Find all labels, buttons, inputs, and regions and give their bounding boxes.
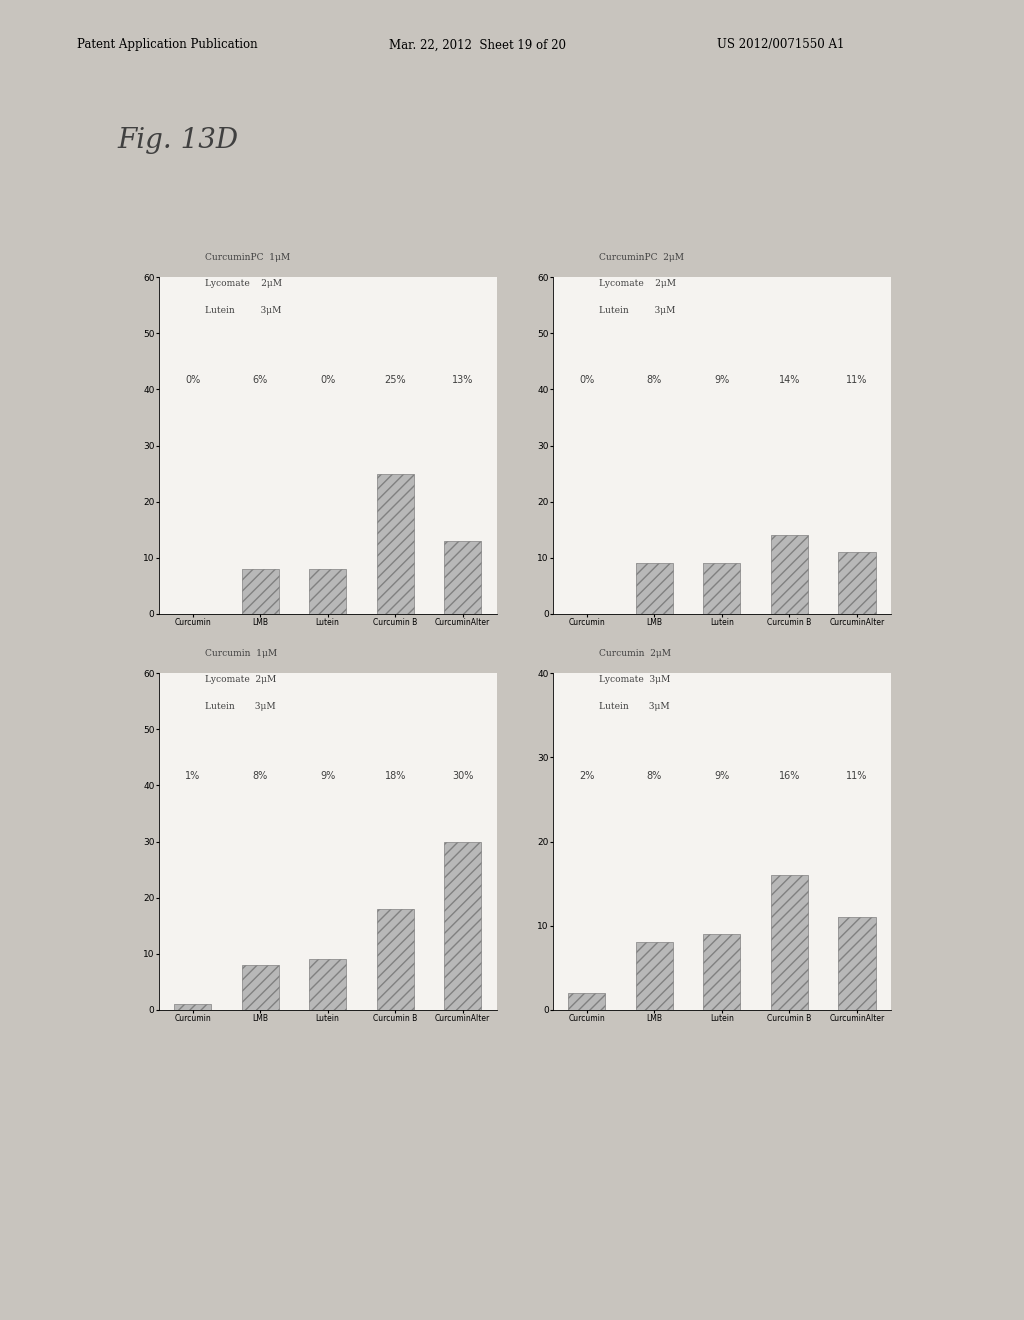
Text: 18%: 18%: [384, 771, 406, 781]
Text: 1%: 1%: [185, 771, 201, 781]
Bar: [568, 993, 605, 1010]
Text: CurcuminPC  2μM: CurcuminPC 2μM: [599, 253, 684, 263]
Bar: [377, 474, 414, 614]
Text: 11%: 11%: [846, 375, 867, 385]
Bar: [309, 569, 346, 614]
Text: Lycomate  2μM: Lycomate 2μM: [205, 676, 276, 685]
Bar: [444, 842, 481, 1010]
Text: Lycomate  3μM: Lycomate 3μM: [599, 676, 671, 685]
Text: 9%: 9%: [715, 771, 729, 781]
Bar: [636, 942, 673, 1010]
Bar: [839, 552, 876, 614]
Text: 0%: 0%: [580, 375, 595, 385]
Text: Lycomate    2μM: Lycomate 2μM: [205, 280, 282, 289]
Bar: [636, 564, 673, 614]
Bar: [444, 541, 481, 614]
Text: 8%: 8%: [253, 771, 268, 781]
Text: Lutein         3μM: Lutein 3μM: [599, 306, 676, 315]
Text: Curcumin  2μM: Curcumin 2μM: [599, 649, 671, 659]
Text: 11%: 11%: [846, 771, 867, 781]
Text: Mar. 22, 2012  Sheet 19 of 20: Mar. 22, 2012 Sheet 19 of 20: [389, 38, 566, 51]
Text: 2%: 2%: [580, 771, 595, 781]
Text: 6%: 6%: [253, 375, 268, 385]
Bar: [309, 960, 346, 1010]
Bar: [771, 875, 808, 1010]
Text: US 2012/0071550 A1: US 2012/0071550 A1: [717, 38, 844, 51]
Text: Lycomate    2μM: Lycomate 2μM: [599, 280, 676, 289]
Text: 8%: 8%: [647, 375, 663, 385]
Text: 9%: 9%: [321, 771, 335, 781]
Text: Patent Application Publication: Patent Application Publication: [77, 38, 257, 51]
Text: Fig. 13D: Fig. 13D: [118, 127, 239, 154]
Text: 30%: 30%: [452, 771, 473, 781]
Text: 9%: 9%: [715, 375, 729, 385]
Bar: [377, 909, 414, 1010]
Text: Lutein       3μM: Lutein 3μM: [205, 702, 275, 711]
Text: 14%: 14%: [778, 375, 800, 385]
Bar: [174, 1005, 211, 1010]
Bar: [242, 569, 279, 614]
Bar: [771, 536, 808, 614]
Text: 13%: 13%: [452, 375, 473, 385]
Bar: [839, 917, 876, 1010]
Text: 0%: 0%: [185, 375, 201, 385]
Text: 8%: 8%: [647, 771, 663, 781]
Text: Lutein         3μM: Lutein 3μM: [205, 306, 282, 315]
Bar: [703, 935, 740, 1010]
Text: Lutein       3μM: Lutein 3μM: [599, 702, 670, 711]
Text: 0%: 0%: [321, 375, 335, 385]
Bar: [703, 564, 740, 614]
Text: Curcumin  1μM: Curcumin 1μM: [205, 649, 276, 659]
Text: 16%: 16%: [778, 771, 800, 781]
Bar: [242, 965, 279, 1010]
Text: CurcuminPC  1μM: CurcuminPC 1μM: [205, 253, 290, 263]
Text: 25%: 25%: [384, 375, 406, 385]
